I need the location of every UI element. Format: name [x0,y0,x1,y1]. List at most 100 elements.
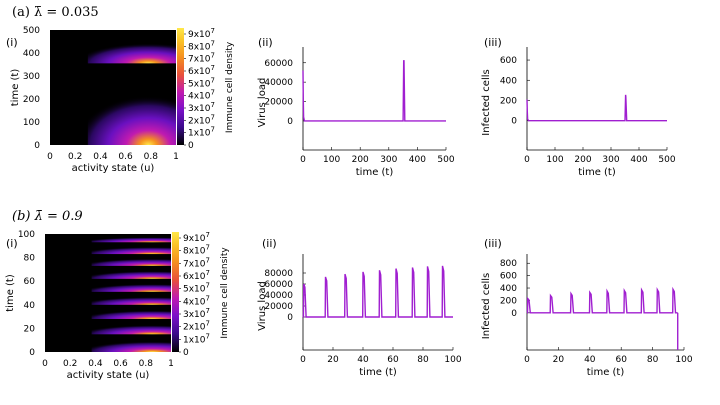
y-tick-label: 0 [511,117,517,127]
x-tick-label: 1 [168,359,174,369]
x-tick-label: 400 [630,155,647,165]
y-tick-label: 0 [34,141,40,151]
x-tick-label: 300 [380,155,397,165]
y-tick-label: 0 [511,309,517,319]
y-tick-label: 0 [287,313,293,323]
density-burst [91,291,171,305]
x-tick-label: 500 [437,155,454,165]
density-burst [91,278,171,292]
x-tick-label: 60 [615,355,627,365]
y-tick-label: 400 [500,284,517,294]
chart-a-iii: (iii) 0 100 200 300 400 500 0 200 400 600 time (t) I… [481,36,676,178]
x-axis-label: time (t) [359,367,397,378]
y-tick-label: 200 [500,96,517,106]
panel-label: (iii) [484,36,502,49]
y-tick-label: 60000 [264,59,293,69]
x-tick-label: 0 [300,155,306,165]
density-burst [91,254,171,266]
density-burst [87,30,176,64]
x-tick-label: 0.6 [113,359,128,369]
x-tick-label: 0 [524,155,530,165]
y-tick-label: 600 [500,56,517,66]
density-burst [91,334,171,352]
x-tick-label: 100 [546,155,563,165]
colorbar-label: Immune cell density [220,247,230,339]
x-axis-label: activity state (u) [67,370,150,381]
density-burst [91,234,171,243]
y-tick-label: 60 [24,277,36,287]
x-tick-label: 200 [352,155,369,165]
y-tick-label: 0 [287,117,293,127]
y-axis-label: Virus load [257,281,268,331]
x-tick-label: 40 [584,355,596,365]
x-tick-label: 20 [327,355,339,365]
colorbar-tick-label: 2x107 [183,320,210,333]
x-tick-label: 0.8 [139,359,154,369]
colorbar-tick-label: 6x107 [188,64,215,77]
panel-label: (ii) [262,237,277,250]
chart-b-ii: (ii)0 20 40 60 80 100020000400006000080000tim… [257,237,462,378]
x-tick-label: 40 [357,355,369,365]
y-tick-label: 200 [23,95,40,105]
colorbar-tick-label: 3x107 [183,307,210,320]
y-tick-label: 40 [24,301,36,311]
x-tick-label: 0 [300,355,306,365]
colorbar-tick-label: 9x107 [183,231,210,244]
colorbar [172,232,179,352]
x-tick-label: 0.4 [93,152,108,162]
panel-b-title: (b) λ̄ = 0.9 [12,209,83,224]
x-tick-label: 0 [524,355,530,365]
colorbar-tick-label: 4x107 [188,89,215,102]
y-axis-label: Infected cells [481,69,492,135]
colorbar-tick-label: 5x107 [188,76,215,89]
x-tick-label: 100 [444,355,461,365]
series-line [526,286,678,314]
x-axis-label: time (t) [356,167,394,178]
y-tick-label: 20000 [264,98,293,108]
y-tick-label: 100 [18,230,35,240]
x-tick-label: 0.8 [144,152,159,162]
y-axis-label: time (t) [5,274,16,312]
y-tick-label: 800 [500,259,517,269]
y-axis-label: Infected cells [481,273,492,339]
chart-b-iii: (iii) 0 20 40 60 80 100 0 200 400 600 800 time (t) In… [481,237,693,378]
colorbar-tick-label: 0 [183,348,189,358]
chart-a-ii: (ii) 0 100 200 300 400 500 0 20000 40000 60000 time… [257,36,455,178]
x-tick-label: 0.2 [68,152,82,162]
colorbar [177,28,184,145]
colorbar-tick-label: 7x107 [183,256,210,269]
y-tick-label: 100 [23,118,40,128]
x-tick-label: 0 [42,359,48,369]
x-axis-label: time (t) [578,167,616,178]
y-tick-label: 600 [500,272,517,282]
x-tick-label: 300 [602,155,619,165]
colorbar-tick-label: 1x107 [183,332,210,345]
y-tick-label: 400 [500,76,517,86]
colorbar-label: Immune cell density [225,41,235,133]
series-line [526,94,667,122]
colorbar-tick-label: 3x107 [188,101,215,114]
heatmap-bursts [91,234,171,352]
x-tick-label: 100 [323,155,340,165]
x-tick-label: 0.4 [88,359,103,369]
y-tick-label: 80000 [264,269,293,279]
x-tick-label: 0.2 [63,359,77,369]
colorbar-tick-label: 8x107 [183,244,210,257]
colorbar-tick-label: 5x107 [183,282,210,295]
y-tick-label: 20 [24,324,36,334]
x-tick-label: 60 [387,355,399,365]
density-burst [91,265,171,279]
y-tick-label: 0 [29,348,35,358]
y-tick-label: 500 [23,26,40,36]
panel-label: (ii) [258,36,273,49]
x-tick-label: 200 [574,155,591,165]
colorbar-tick-label: 8x107 [188,39,215,52]
y-tick-label: 60000 [264,280,293,290]
density-burst [87,63,176,145]
series-line [302,265,453,318]
colorbar-tick-label: 2x107 [188,113,215,126]
y-tick-label: 20000 [264,302,293,312]
x-tick-label: 0.6 [118,152,133,162]
x-tick-label: 100 [675,355,692,365]
